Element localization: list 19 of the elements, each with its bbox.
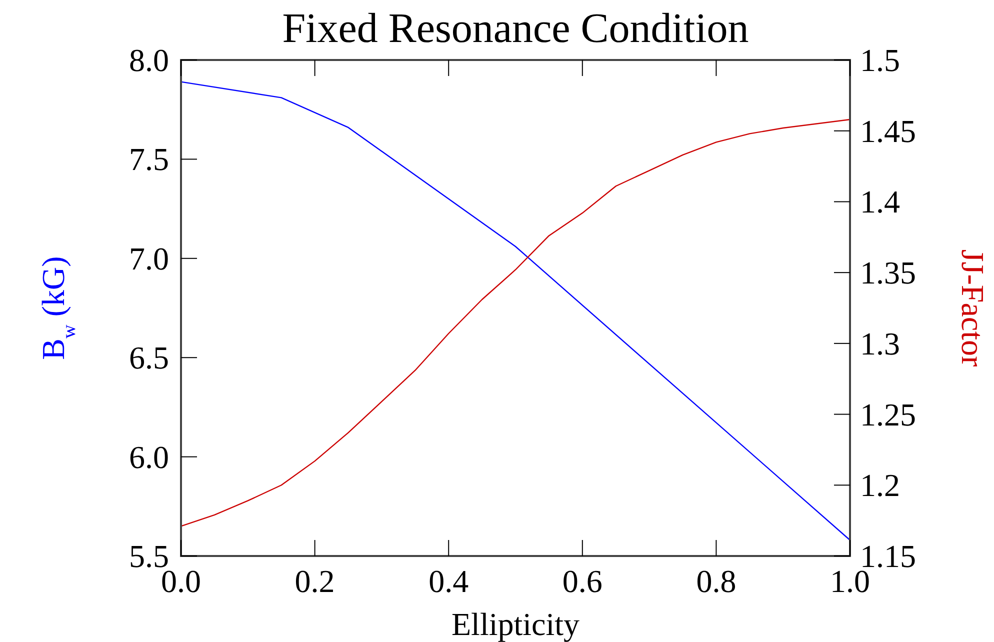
x-tick-label: 0.6 xyxy=(562,563,602,599)
y2-axis-title: JJ-Factor xyxy=(955,249,991,367)
y-tick-label: 8.0 xyxy=(129,42,169,78)
x-tick-label: 0.4 xyxy=(428,563,469,599)
y2-tick-label: 1.35 xyxy=(860,254,916,291)
x-tick-label: 0.2 xyxy=(294,563,335,599)
y2-tick-label: 1.45 xyxy=(860,112,916,149)
y-tick-label: 6.5 xyxy=(129,340,169,376)
y2-tick-label: 1.2 xyxy=(860,467,900,504)
x-tick-label: 0.8 xyxy=(696,563,736,599)
y-tick-label: 7.5 xyxy=(129,141,169,178)
chart-title: Fixed Resonance Condition xyxy=(282,6,749,52)
y2-tick-label: 1.25 xyxy=(860,396,916,432)
y-tick-label: 7.0 xyxy=(129,240,169,276)
y2-tick-label: 1.3 xyxy=(860,325,900,362)
y2-tick-label: 1.4 xyxy=(860,184,900,220)
y2-tick-label: 1.5 xyxy=(860,42,900,78)
x-axis-title: Ellipticity xyxy=(452,606,580,642)
y-tick-label: 6.0 xyxy=(129,438,169,475)
